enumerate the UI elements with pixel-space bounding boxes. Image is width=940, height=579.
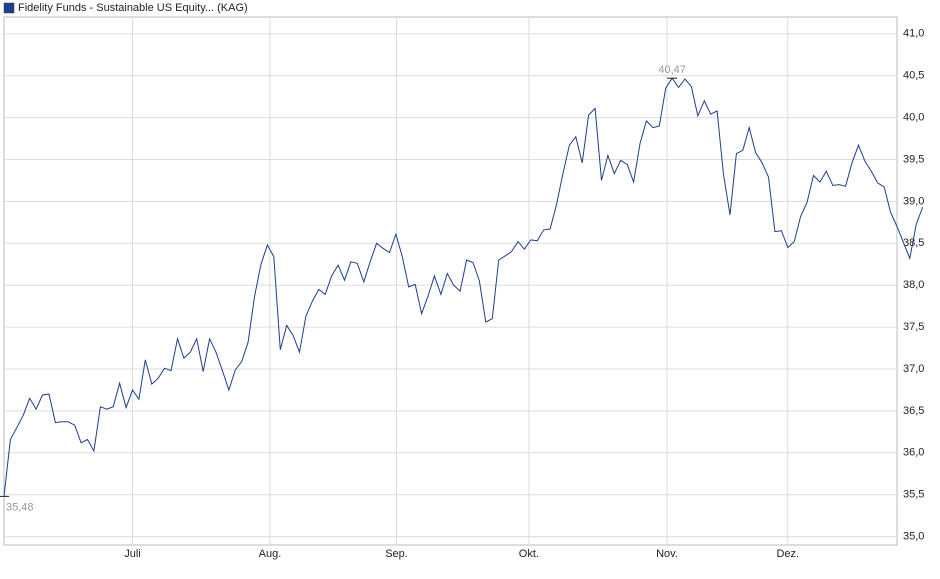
x-tick-label: Dez. <box>776 548 799 560</box>
legend-swatch <box>3 2 15 14</box>
x-tick-label: Juli <box>124 548 141 560</box>
y-tick-label: 39,0 <box>903 195 924 207</box>
y-tick-label: 39,5 <box>903 153 924 165</box>
x-tick-label: Okt. <box>519 548 539 560</box>
annotation: 40,47 <box>658 64 686 76</box>
y-tick-label: 35,5 <box>903 489 924 501</box>
y-tick-label: 38,5 <box>903 237 924 249</box>
y-tick-label: 35,0 <box>903 531 924 543</box>
y-tick-label: 36,0 <box>903 447 924 459</box>
x-tick-label: Aug. <box>259 548 282 560</box>
y-tick-label: 38,0 <box>903 279 924 291</box>
x-tick-label: Nov. <box>656 548 678 560</box>
y-tick-label: 40,5 <box>903 70 924 82</box>
x-tick-label: Sep. <box>385 548 408 560</box>
y-tick-label: 36,5 <box>903 405 924 417</box>
series-line <box>3 77 924 497</box>
y-tick-label: 37,5 <box>903 321 924 333</box>
plot-frame <box>3 16 898 546</box>
legend-label: Fidelity Funds - Sustainable US Equity..… <box>18 2 248 14</box>
annotation: 35,48 <box>6 501 34 513</box>
y-tick-label: 37,0 <box>903 363 924 375</box>
y-tick-label: 40,0 <box>903 111 924 123</box>
y-tick-label: 41,0 <box>903 28 924 40</box>
